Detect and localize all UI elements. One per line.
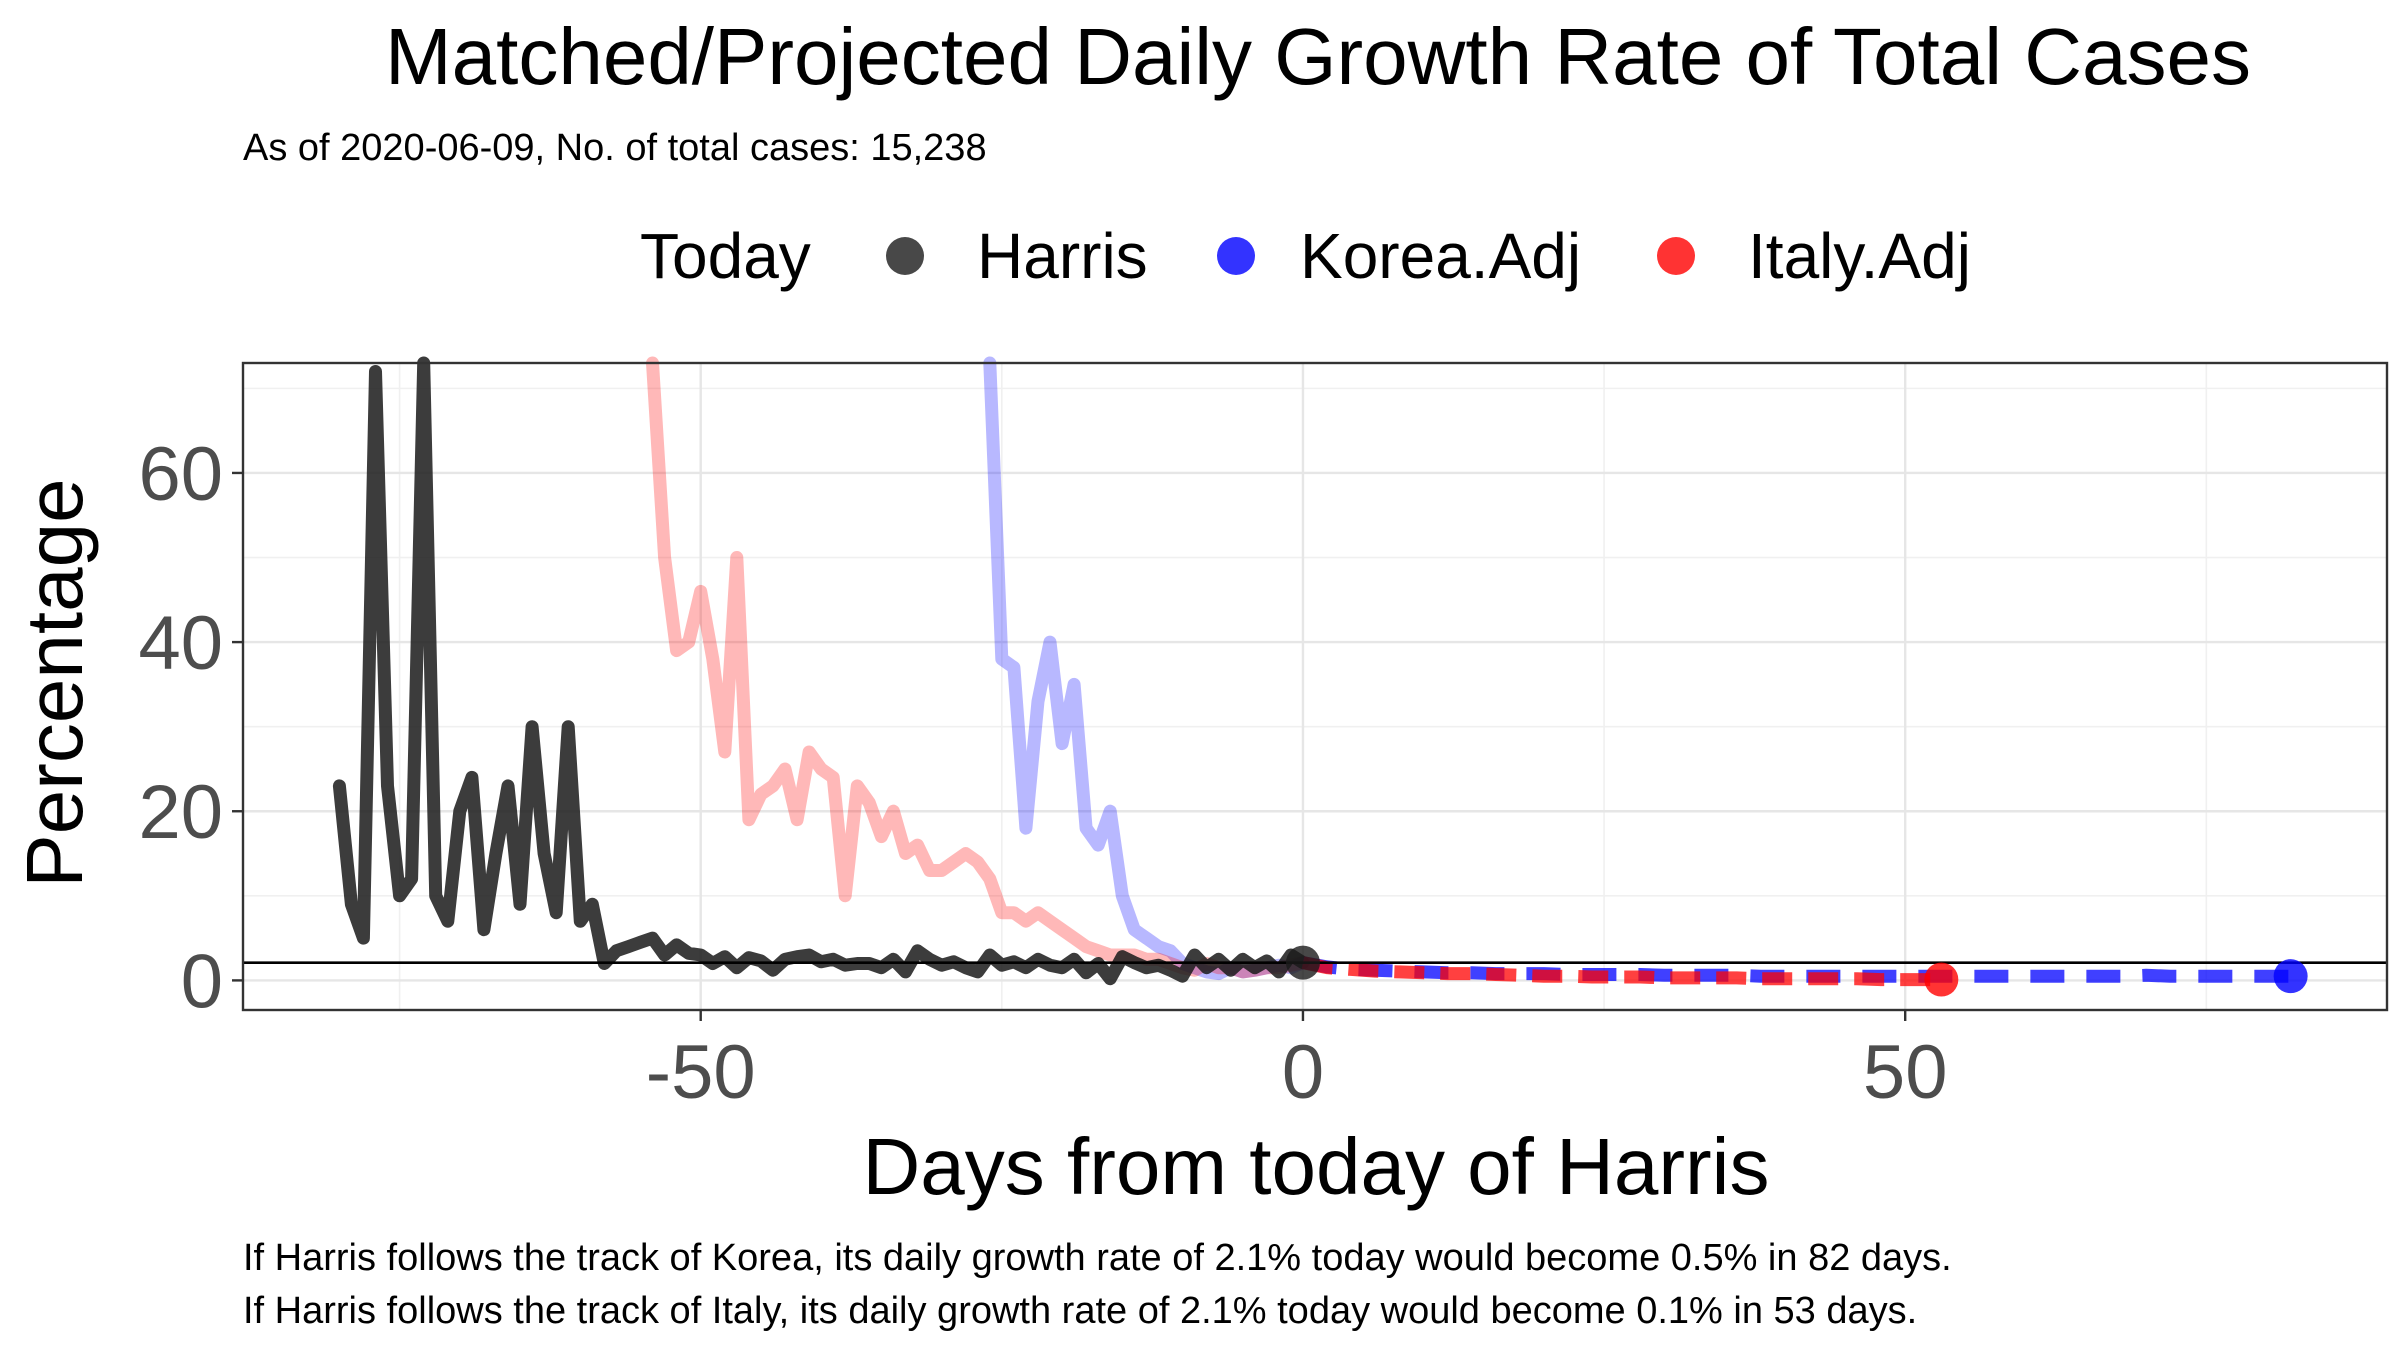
grid-minor [243, 363, 2387, 1010]
y-tick-label: 0 [181, 939, 223, 1024]
legend-label-italy-adj: Italy.Adj [1748, 220, 1971, 292]
legend-marker-harris [886, 237, 924, 275]
x-tick-label: 50 [1863, 1030, 1948, 1115]
plot-area [241, 356, 2389, 1012]
x-tick-label: 0 [1282, 1030, 1324, 1115]
today-markers [1285, 945, 2308, 997]
x-tick-label: -50 [646, 1030, 756, 1115]
chart-subtitle: As of 2020-06-09, No. of total cases: 15… [243, 127, 987, 169]
plot-border [241, 361, 2389, 1012]
legend-label-korea-adj: Korea.Adj [1300, 220, 1581, 292]
legend: Today Harris Korea.Adj Italy.Adj [640, 220, 1971, 292]
x-axis-label: Days from today of Harris [863, 1122, 1770, 1211]
today-marker-italy-adj [1924, 962, 1959, 997]
chart-title: Matched/Projected Daily Growth Rate of T… [385, 12, 2251, 101]
legend-entries: Harris Korea.Adj Italy.Adj [886, 220, 1971, 292]
grid-major [243, 363, 2387, 1010]
x-axis-ticks: -50 0 50 [646, 1010, 1948, 1115]
legend-marker-italy-adj [1657, 237, 1695, 275]
annotation-italy: If Harris follows the track of Italy, it… [243, 1290, 1917, 1332]
today-marker-korea-adj [2273, 959, 2308, 994]
legend-title: Today [640, 220, 811, 292]
y-tick-label: 40 [138, 601, 223, 686]
series-line-italy-adj [1301, 956, 1942, 987]
legend-marker-korea-adj [1217, 237, 1255, 275]
today-marker-harris [1285, 945, 1320, 980]
y-tick-label: 20 [138, 770, 223, 855]
y-axis-label: Percentage [10, 478, 99, 887]
annotation-korea: If Harris follows the track of Korea, it… [243, 1237, 1952, 1279]
y-axis-ticks: 0 20 40 60 [138, 432, 243, 1024]
legend-label-harris: Harris [977, 220, 1148, 292]
series-line-italy [646, 356, 1310, 979]
y-tick-label: 60 [138, 432, 223, 517]
plot-background [243, 363, 2387, 1010]
